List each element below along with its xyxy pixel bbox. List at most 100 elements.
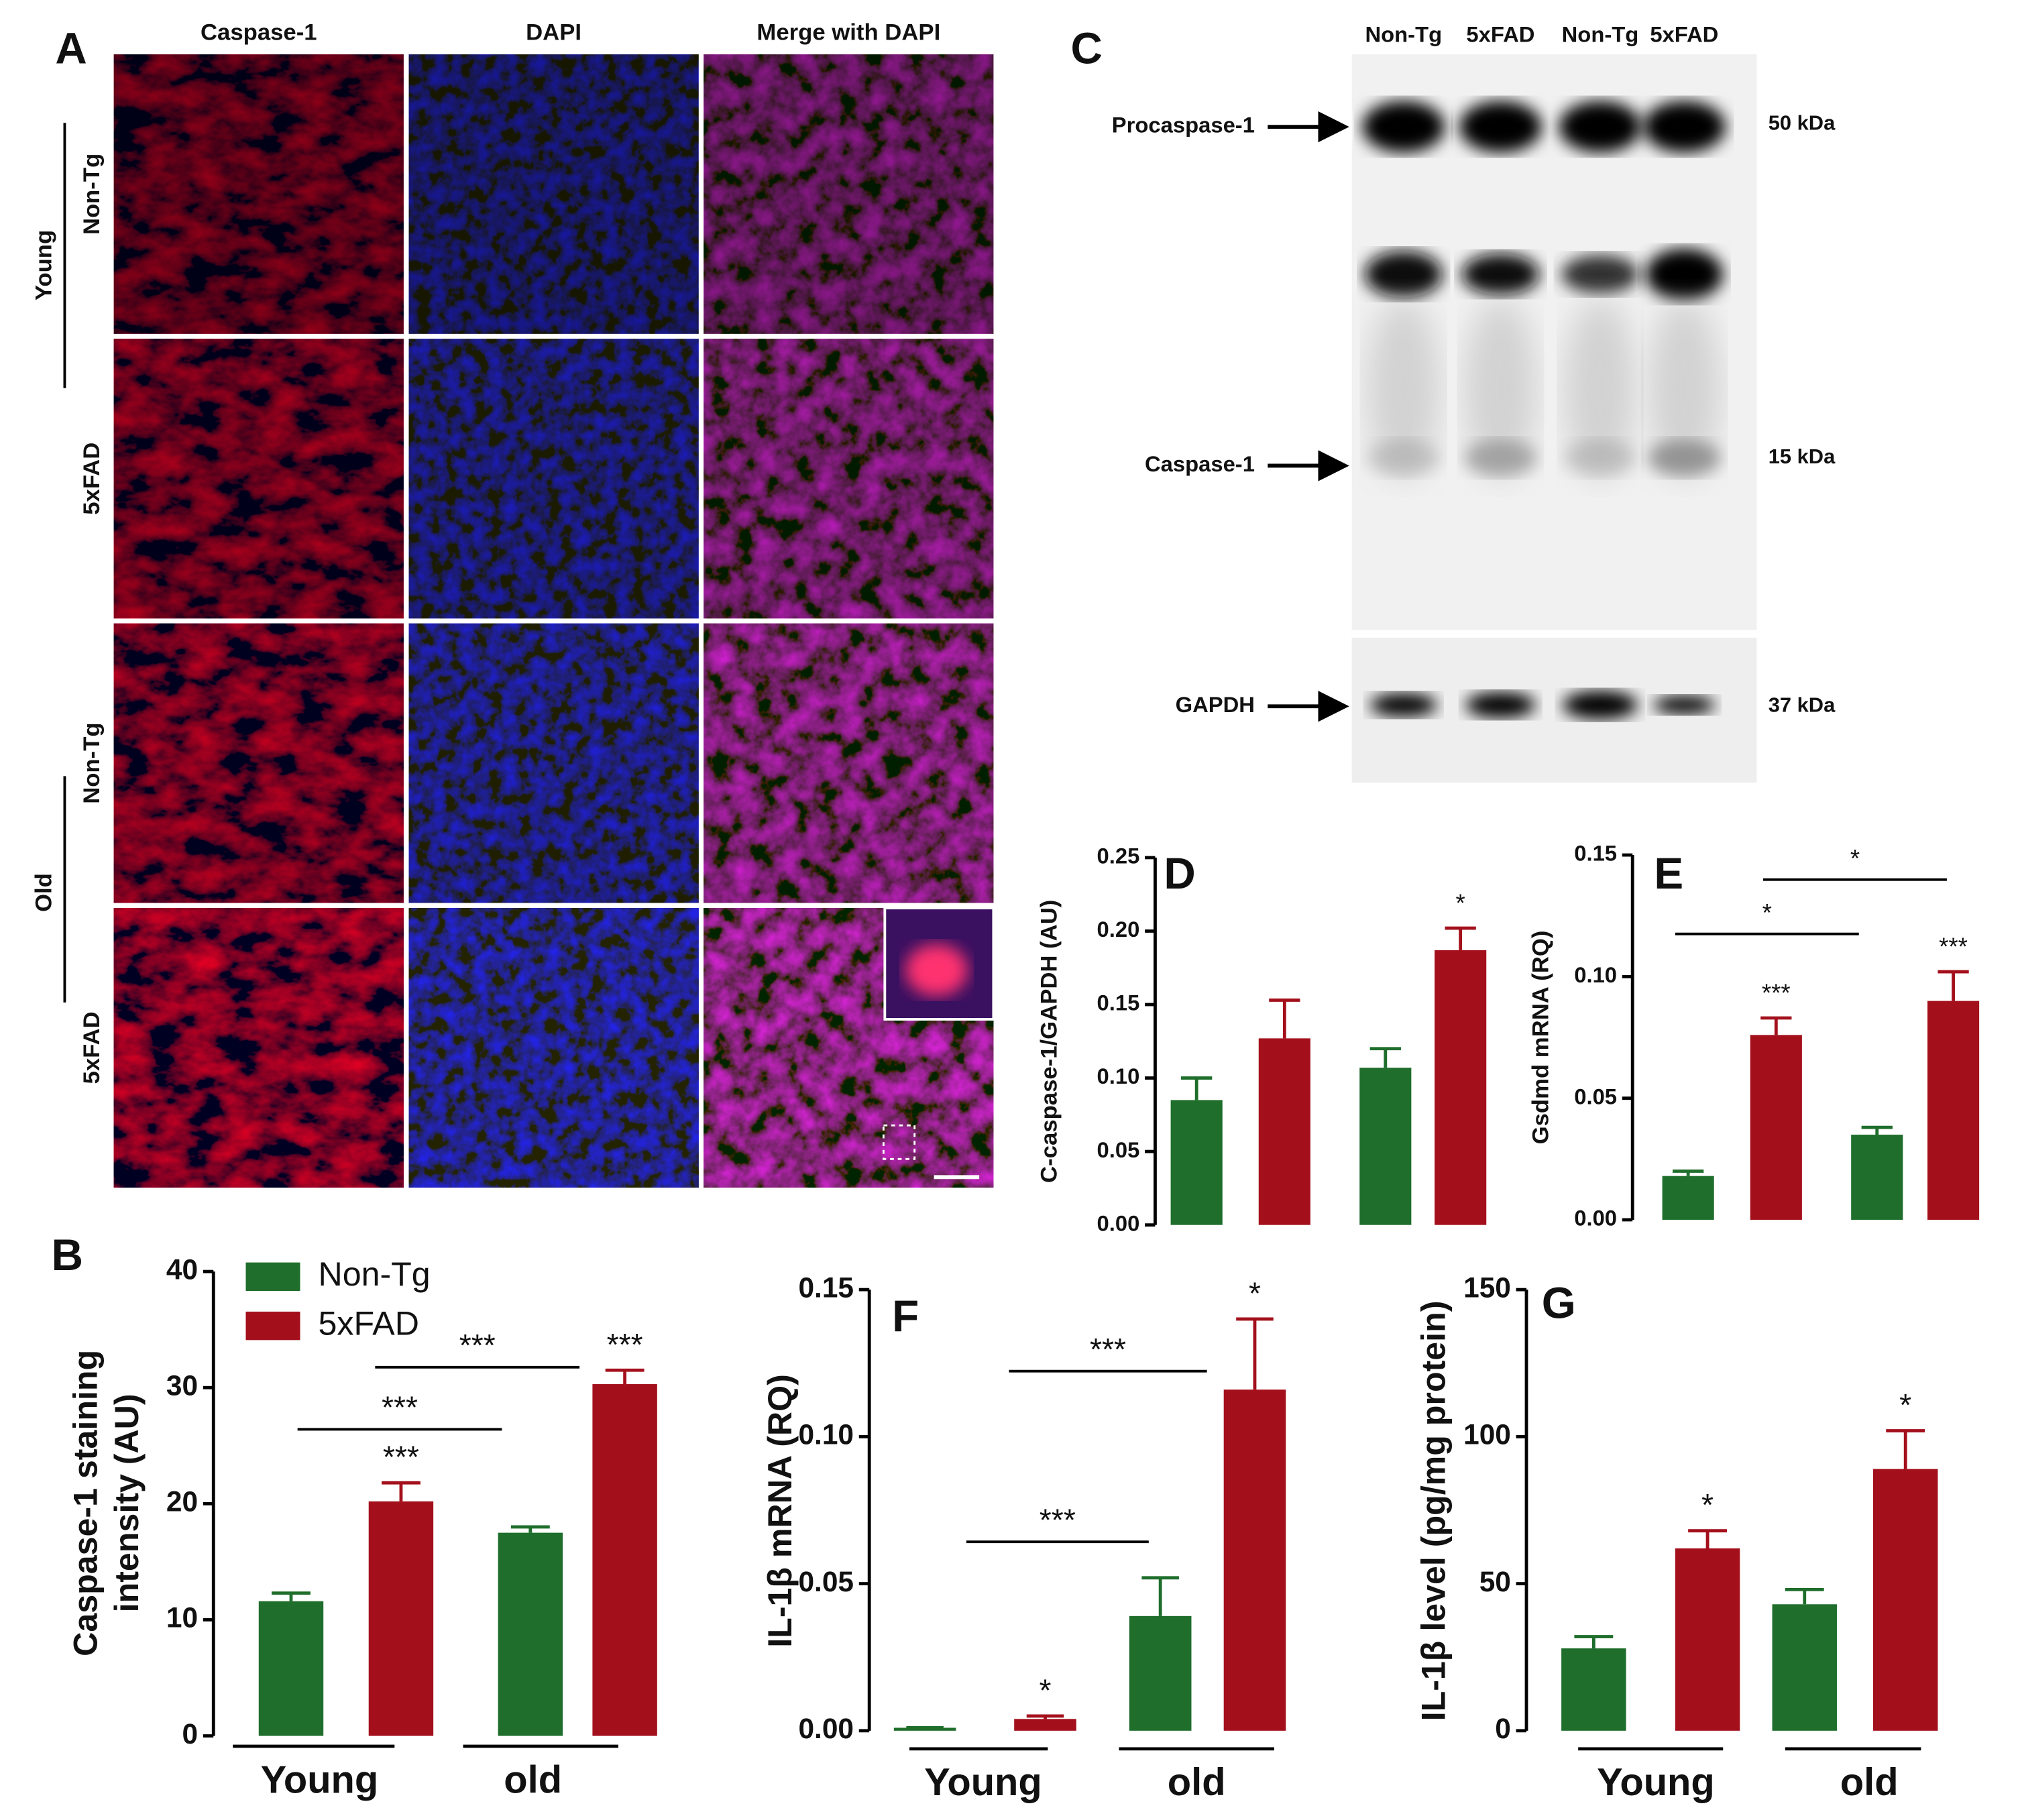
bar [1662, 1176, 1714, 1220]
band [1367, 439, 1440, 476]
bar [1223, 1389, 1286, 1731]
micrograph-signal [704, 623, 994, 903]
panel-label: G [1542, 1279, 1576, 1328]
y-tick-label: 0 [1495, 1713, 1511, 1744]
y-tick-label: 0.00 [798, 1713, 854, 1744]
bar [1359, 1068, 1412, 1225]
y-tick-label: 0.05 [1574, 1084, 1617, 1108]
row-label: Non-Tg [79, 722, 105, 803]
bar [1872, 1469, 1938, 1731]
y-tick-label: 0.15 [1574, 841, 1617, 866]
marker-label: Caspase-1 [1145, 451, 1255, 476]
smear [1648, 297, 1721, 479]
error-bar [272, 1591, 311, 1601]
comparison-label: * [1762, 899, 1772, 926]
micrograph-signal [113, 623, 404, 903]
y-axis-label: Caspase-1 staining [66, 1350, 104, 1656]
band [1559, 101, 1642, 153]
marker-label: GAPDH [1176, 692, 1255, 717]
column-header: Caspase-1 [201, 19, 317, 45]
error-bar [1236, 1317, 1274, 1390]
bar [1129, 1615, 1192, 1731]
comparison-label: * [1850, 844, 1860, 872]
comparison-label: *** [1090, 1332, 1126, 1367]
x-tick-label: Young [924, 1761, 1042, 1804]
bar [1750, 1035, 1802, 1220]
y-tick-label: 150 [1463, 1271, 1511, 1303]
row-label: 5xFAD [79, 443, 105, 515]
size-label: 50 kDa [1769, 111, 1836, 134]
error-bar [1886, 1429, 1925, 1469]
y-tick-label: 10 [166, 1602, 198, 1634]
bar [1561, 1648, 1626, 1731]
panel-label: A [55, 24, 87, 73]
inset-box [882, 1124, 916, 1160]
micrograph-signal [704, 54, 994, 334]
error-bar [1369, 1047, 1401, 1068]
micrograph-signal [408, 54, 699, 334]
error-bar [1181, 1076, 1213, 1100]
y-tick-label: 20 [166, 1486, 198, 1518]
y-tick-label: 0.00 [1097, 1210, 1140, 1235]
bar [498, 1532, 563, 1736]
band [1364, 251, 1443, 298]
legend-swatch [245, 1262, 300, 1292]
band [1561, 255, 1639, 294]
bar [1170, 1100, 1223, 1225]
significance-label: *** [1939, 933, 1968, 960]
band [1563, 691, 1638, 720]
band [1648, 439, 1721, 476]
bar [1851, 1135, 1903, 1220]
y-axis-label: intensity (AU) [108, 1394, 146, 1612]
x-tick-label: old [504, 1758, 562, 1801]
smear [1367, 297, 1440, 479]
smear [1563, 297, 1636, 479]
panel-label: F [892, 1292, 919, 1341]
y-tick-label: 0.15 [798, 1271, 854, 1303]
panel-label: C [1071, 24, 1103, 73]
y-axis-label: Gsdmd mRNA (RQ) [1528, 931, 1553, 1145]
y-tick-label: 50 [1479, 1566, 1511, 1597]
error-bar [510, 1525, 550, 1533]
micrograph-signal [408, 339, 699, 619]
band [1461, 253, 1540, 295]
significance-label: * [1701, 1487, 1714, 1522]
error-bar [1672, 1170, 1704, 1176]
smear [1464, 297, 1537, 479]
significance-label: *** [1762, 979, 1791, 1007]
row-label: 5xFAD [79, 1011, 105, 1084]
error-bar [1760, 1016, 1792, 1035]
band [1465, 691, 1536, 718]
y-tick-label: 0.05 [798, 1566, 854, 1597]
significance-label: * [1899, 1387, 1911, 1422]
lane-label: Non-Tg [1365, 22, 1442, 47]
error-bar [1938, 970, 1969, 1001]
bar [1675, 1548, 1740, 1731]
bar [1772, 1604, 1837, 1731]
band [1459, 101, 1543, 153]
error-bar [1785, 1587, 1824, 1605]
significance-label: * [1456, 889, 1465, 917]
y-tick-label: 0.05 [1097, 1137, 1140, 1162]
bar [258, 1601, 324, 1736]
bar [1435, 950, 1487, 1225]
lane-label: 5xFAD [1650, 22, 1718, 47]
x-tick-label: Young [1597, 1761, 1715, 1804]
panel-label: D [1164, 849, 1195, 898]
band [1464, 439, 1537, 476]
legend-label: 5xFAD [318, 1304, 418, 1342]
significance-label: *** [607, 1327, 643, 1362]
y-tick-label: 100 [1463, 1419, 1511, 1451]
micrograph-signal [704, 339, 994, 619]
size-label: 37 kDa [1769, 693, 1836, 716]
significance-label: * [1249, 1275, 1261, 1310]
legend-label: Non-Tg [318, 1255, 430, 1293]
x-tick-label: old [1840, 1761, 1899, 1804]
error-bar [1141, 1576, 1179, 1616]
y-axis-label: IL-1β level (pg/mg protein) [1414, 1301, 1452, 1721]
bar [1927, 1001, 1980, 1220]
column-header: Merge with DAPI [756, 19, 940, 45]
y-tick-label: 0.10 [1097, 1064, 1140, 1088]
column-header: DAPI [526, 19, 581, 45]
